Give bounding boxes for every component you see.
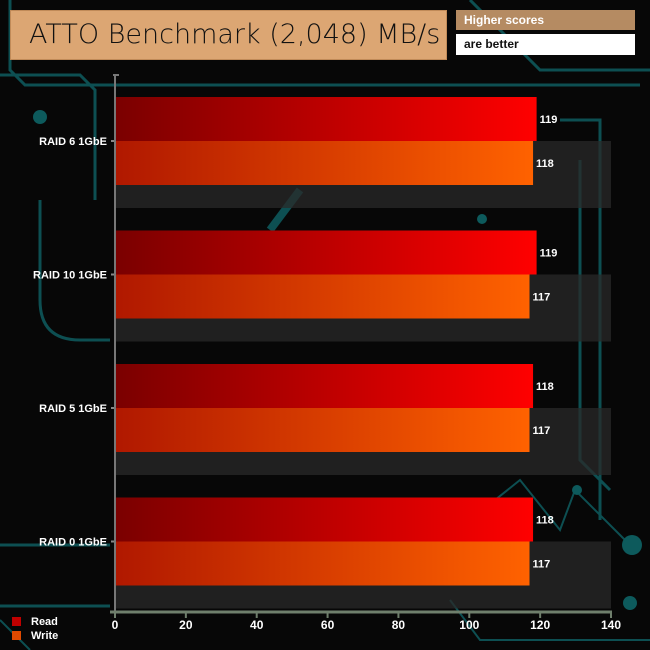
bar-read [115, 364, 534, 408]
title-box: ATTO Benchmark (2,048) MB/s [10, 10, 447, 60]
bar-write [115, 141, 534, 185]
legend-write: Write [12, 630, 58, 642]
category-label: RAID 0 1GbE [39, 537, 107, 549]
higher-scores-note: Higher scores [456, 10, 635, 30]
data-label: 117 [533, 559, 551, 571]
x-tick-label: 80 [392, 618, 406, 632]
bar-read [115, 497, 534, 542]
legend-write-label: Write [31, 630, 59, 642]
are-better-note: are better [456, 34, 635, 55]
data-label: 117 [533, 425, 551, 437]
x-tick-label: 20 [179, 618, 193, 632]
bar-write [115, 541, 530, 586]
x-tick-label: 140 [601, 618, 621, 632]
data-label: 118 [536, 381, 554, 393]
data-label: 118 [536, 515, 554, 527]
category-label: RAID 6 1GbE [39, 136, 107, 148]
legend-read-swatch [12, 617, 21, 626]
bar-read [115, 230, 537, 275]
chart-title: ATTO Benchmark (2,048) MB/s [29, 19, 441, 50]
x-tick-label: 60 [321, 618, 335, 632]
bar-write [115, 408, 530, 452]
bar-read [115, 97, 537, 141]
legend-write-swatch [12, 631, 21, 640]
x-tick-label: 100 [459, 618, 479, 632]
x-tick-label: 40 [250, 618, 264, 632]
category-label: RAID 10 1GbE [33, 270, 107, 282]
data-label: 117 [533, 292, 551, 304]
category-label: RAID 5 1GbE [39, 403, 107, 415]
x-tick-label: 0 [112, 618, 119, 632]
data-label: 119 [540, 114, 558, 126]
legend-read: Read [12, 616, 58, 628]
data-label: 119 [540, 248, 558, 260]
legend-read-label: Read [31, 616, 58, 628]
data-label: 118 [536, 158, 554, 170]
x-tick-label: 120 [530, 618, 550, 632]
bar-write [115, 274, 530, 319]
